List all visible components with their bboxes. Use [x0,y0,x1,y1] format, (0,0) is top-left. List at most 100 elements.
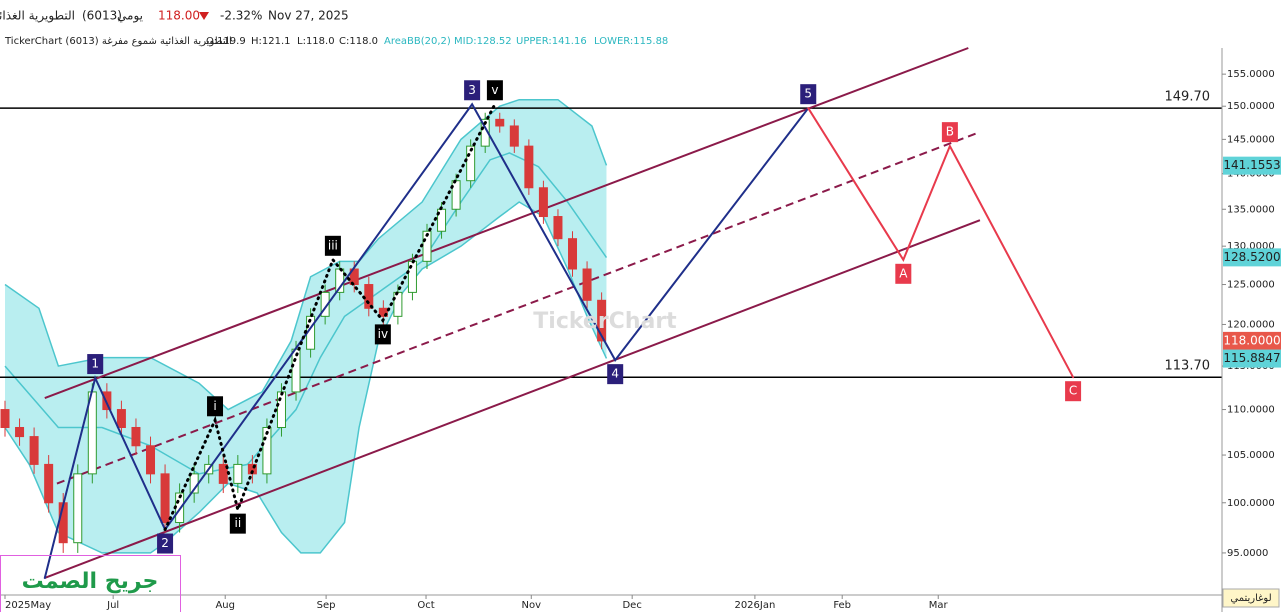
wave-line [163,102,497,532]
candle-body [568,238,578,270]
wave-label-box [374,324,391,345]
y-tick-label: 95.0000 [1227,548,1268,559]
wave-label-box [895,263,912,284]
candle-body [451,180,461,210]
candle-body [524,145,534,189]
wave-label: v [491,83,498,97]
candle-body [116,409,126,428]
x-tick-label: Oct [417,600,434,611]
candle-body [131,426,141,447]
wave-label-box [1065,381,1082,402]
wave-label: 2 [161,536,169,550]
y-tick-label: 155.0000 [1227,69,1275,80]
candle-body [0,409,10,428]
scale-button[interactable] [1222,588,1280,608]
price-label: 118.0000 [1223,333,1280,347]
price-label-box [1223,349,1281,368]
price-label: 128.5200 [1223,250,1280,264]
candle-body [73,473,83,544]
x-tick-label: Sep [317,600,336,611]
y-tick-label: 100.0000 [1227,498,1275,509]
signature: جريح الصمت [22,569,159,594]
candle-body [364,284,374,309]
stock-code: (6013) [82,9,122,23]
watermark: TickerChart [533,309,677,334]
candle-body [233,463,243,484]
x-tick-label: Aug [215,600,235,611]
candle-body [44,463,54,504]
change: -2.32% [220,9,262,23]
indicator: AreaBB(20,2) [384,36,451,47]
wave-label-box [464,80,481,101]
price-label: 141.1553 [1223,158,1280,172]
channel-mid [44,131,981,490]
wave-label-box [157,533,174,554]
band-upper [4,98,608,411]
x-tick-label: 2026Jan [734,600,775,611]
x-tick-label: Nov [522,600,542,611]
price-label-box [1223,248,1281,267]
wave-label: C [1069,384,1077,398]
x-tick-label: Jul [106,600,119,611]
ohlc-low: L:118.0 [297,36,335,47]
indicator-upper: UPPER:141.16 [516,36,587,47]
candle-body [393,291,403,317]
wave-line [807,107,1075,379]
down-arrow [199,12,209,20]
band-lower [4,201,608,554]
candle-body [29,436,39,465]
x-tick-label: Feb [833,600,851,611]
x-tick-label: 2025May [5,600,51,611]
stock-name: التطويرية الغذائية [0,9,75,24]
ohlc-open: O:119.9 [206,36,246,47]
price-label-box [1223,331,1281,350]
candle-body [509,125,519,147]
wave-label-box [800,84,817,105]
wave-label-box [324,235,341,256]
x-tick-label: Mar [929,600,949,611]
y-tick-label: 105.0000 [1227,450,1275,461]
candle-body [538,187,548,218]
x-tick-label: Dec [622,600,641,611]
level-label: 113.70 [1165,359,1211,374]
candle-body [160,473,170,524]
y-tick-label: 110.0000 [1227,405,1275,416]
candle-body [15,426,25,438]
period: يومي [117,9,143,24]
ohlc-high: H:121.1 [251,36,291,47]
wave-label-box [87,354,104,375]
y-tick-label: 120.0000 [1227,319,1275,330]
candle-body [582,268,592,301]
info: TickerChart (6013) التطويرية الغذائية شم… [4,36,232,47]
price-label: 115.8847 [1223,351,1280,365]
wave-label: ii [234,516,241,530]
wave-label: iv [378,327,388,341]
wave-label: 1 [91,357,99,371]
wave-label: A [899,266,908,280]
y-tick-label: 125.0000 [1227,280,1275,291]
date: Nov 27, 2025 [268,9,349,23]
candle-body [378,307,388,317]
y-tick-label: 130.0000 [1227,241,1275,252]
candle-body [320,291,330,317]
wave-label-box [607,364,624,385]
signature-box [0,555,181,612]
candle-body [276,391,286,428]
scale-button-label[interactable]: لوغاريتمي [1230,593,1271,604]
wave-line [43,102,810,579]
price-label-box [1223,156,1281,175]
wave-label-box [486,80,503,101]
candle-body [553,216,563,240]
y-tick-label: 150.0000 [1227,101,1275,112]
wave-label: 5 [804,87,812,101]
candle-body [466,145,476,182]
candle-body [495,118,505,127]
wave-label: iii [328,238,338,252]
wave-label: B [946,125,954,139]
wave-label-box [941,122,958,143]
wave-label-box [229,513,246,534]
price: 118.00 [158,9,200,23]
indicator-lower: LOWER:115.88 [594,36,668,47]
indicator-mid: MID:128.52 [454,36,512,47]
